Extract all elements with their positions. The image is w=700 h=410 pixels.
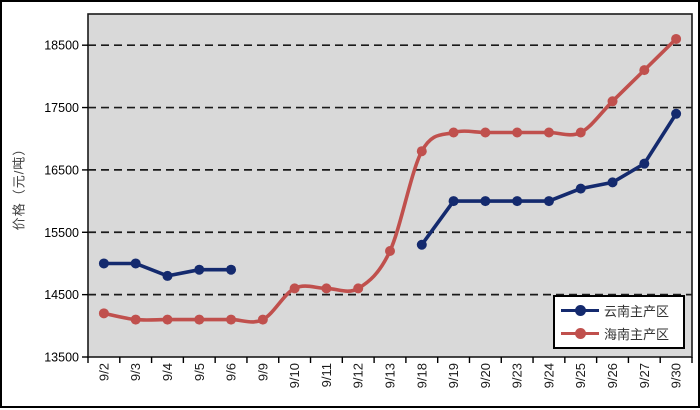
data-point-hainan xyxy=(353,283,364,294)
x-tick-label: 9/26 xyxy=(605,363,620,388)
x-tick-label: 9/30 xyxy=(669,363,684,388)
legend: 云南主产区 海南主产区 xyxy=(553,295,685,349)
data-point-hainan xyxy=(480,127,491,138)
x-tick-label: 9/2 xyxy=(96,363,111,381)
data-point-hainan xyxy=(575,127,586,138)
x-tick-label: 9/19 xyxy=(446,363,461,388)
data-point-yunnan xyxy=(130,258,141,269)
data-point-yunnan xyxy=(512,196,523,207)
x-tick-label: 9/27 xyxy=(637,363,652,388)
data-point-yunnan xyxy=(162,270,173,281)
data-point-yunnan xyxy=(671,108,682,119)
hainan-line-marker-icon xyxy=(561,327,599,339)
data-point-hainan xyxy=(194,314,205,325)
y-tick-label: 13500 xyxy=(44,351,79,365)
data-point-yunnan xyxy=(448,196,459,207)
data-point-hainan xyxy=(543,127,554,138)
data-point-hainan xyxy=(130,314,141,325)
x-tick-label: 9/24 xyxy=(541,363,556,388)
yunnan-line-marker-icon xyxy=(561,305,599,317)
data-point-hainan xyxy=(607,96,618,107)
data-point-yunnan xyxy=(575,183,586,194)
x-tick-label: 9/25 xyxy=(573,363,588,388)
x-tick-label: 9/5 xyxy=(192,363,207,381)
x-tick-label: 9/12 xyxy=(351,363,366,388)
y-tick-label: 16500 xyxy=(44,163,79,177)
data-point-hainan xyxy=(512,127,523,138)
legend-label-yunnan: 云南主产区 xyxy=(604,304,670,320)
data-point-hainan xyxy=(162,314,173,325)
y-tick-label: 15500 xyxy=(44,226,79,240)
data-point-yunnan xyxy=(194,264,205,275)
x-tick-label: 9/10 xyxy=(287,363,302,388)
data-point-yunnan xyxy=(98,258,109,269)
x-tick-label: 9/3 xyxy=(128,363,143,381)
data-point-yunnan xyxy=(543,196,554,207)
y-tick-label: 17500 xyxy=(44,101,79,115)
y-axis-title: 价格（元/吨） xyxy=(11,141,27,231)
x-tick-label: 9/18 xyxy=(414,363,429,388)
data-point-hainan xyxy=(257,314,268,325)
data-point-hainan xyxy=(671,33,682,44)
data-point-yunnan xyxy=(226,264,237,275)
y-tick-label: 14500 xyxy=(44,288,79,302)
x-tick-label: 9/23 xyxy=(510,363,525,388)
legend-label-hainan: 海南主产区 xyxy=(604,326,670,342)
data-point-hainan xyxy=(289,283,300,294)
data-point-yunnan xyxy=(607,177,618,188)
x-tick-label: 9/9 xyxy=(255,363,270,381)
y-tick-label: 18500 xyxy=(44,39,79,53)
x-tick-label: 9/13 xyxy=(383,363,398,388)
x-tick-label: 9/4 xyxy=(160,363,175,381)
legend-item-yunnan: 云南主产区 xyxy=(561,301,677,320)
data-point-hainan xyxy=(226,314,237,325)
legend-item-hainan: 海南主产区 xyxy=(561,324,677,343)
data-point-yunnan xyxy=(639,158,650,169)
data-point-hainan xyxy=(385,245,395,256)
x-tick-label: 9/6 xyxy=(224,363,239,381)
data-point-hainan xyxy=(448,127,459,138)
data-point-yunnan xyxy=(480,196,491,207)
data-point-hainan xyxy=(639,65,650,76)
x-tick-label: 9/11 xyxy=(319,363,334,387)
data-point-yunnan xyxy=(416,239,427,250)
data-point-hainan xyxy=(321,283,332,294)
data-point-hainan xyxy=(416,146,427,157)
data-point-hainan xyxy=(98,308,109,319)
x-tick-label: 9/20 xyxy=(478,363,493,388)
